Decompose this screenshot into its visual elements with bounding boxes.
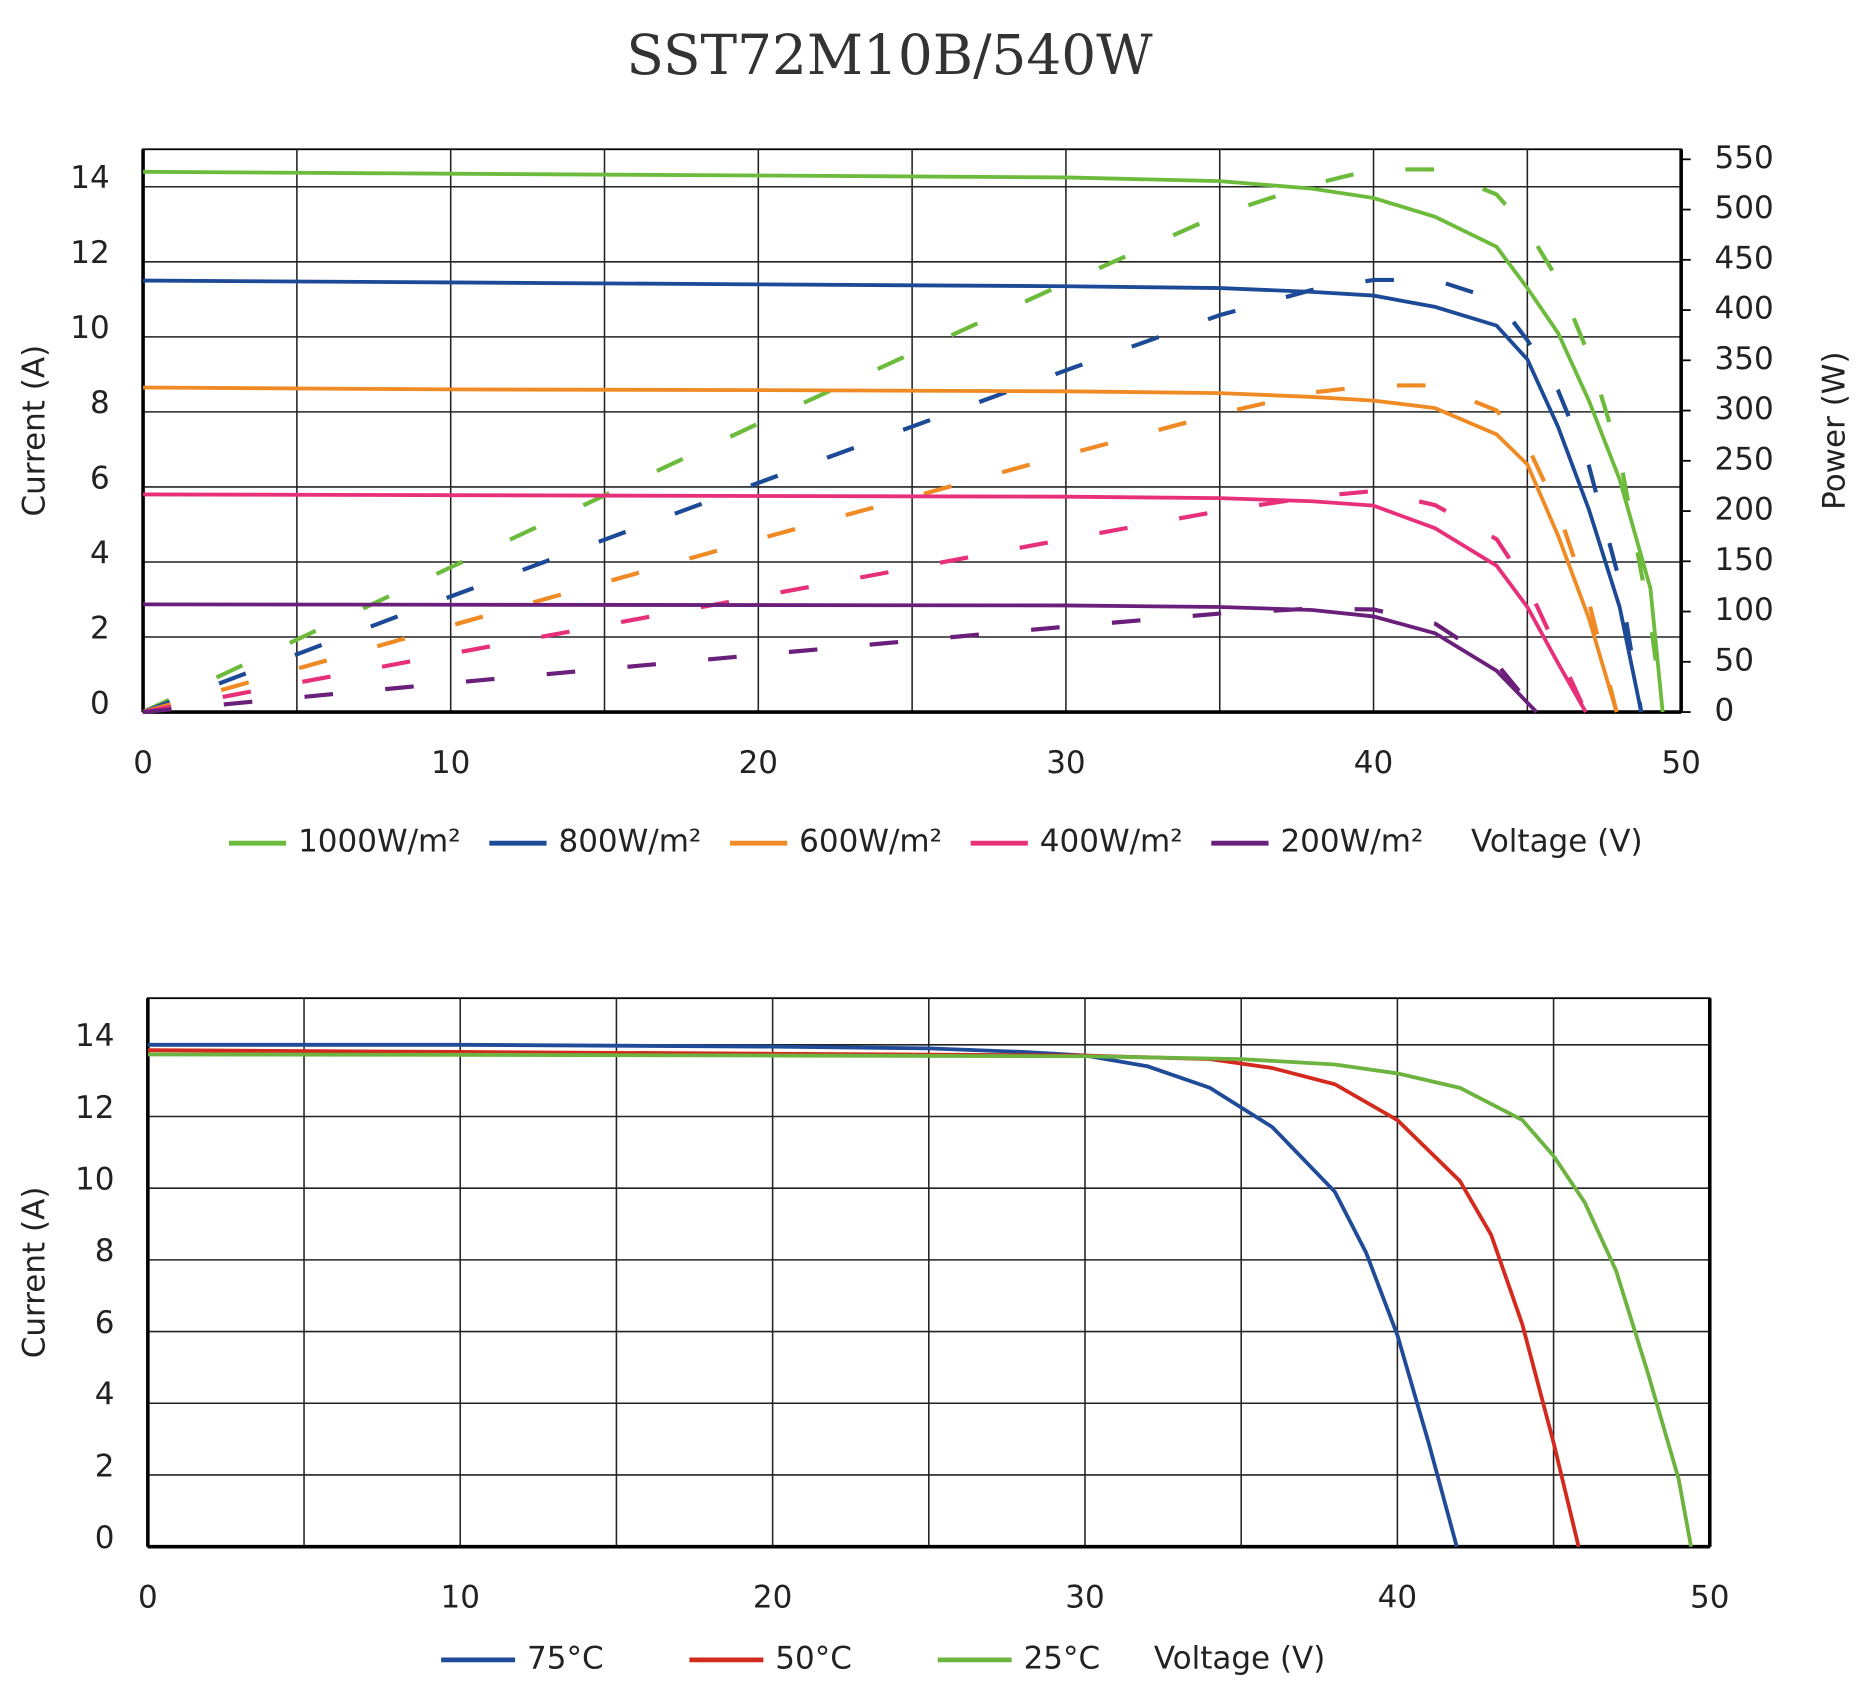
y-tick-label: 6: [90, 460, 110, 496]
y2-tick-label: 300: [1715, 391, 1774, 427]
y-tick-label: 10: [70, 310, 109, 346]
y-tick-label: 12: [75, 1090, 114, 1126]
legend-label: 75°C: [527, 1640, 604, 1676]
legend-label: 25°C: [1024, 1640, 1101, 1676]
y2-tick-label: 250: [1715, 441, 1774, 477]
y-tick-label: 10: [75, 1162, 114, 1198]
legend-label: 1000W/m²: [298, 824, 461, 860]
legend-label: 200W/m²: [1280, 824, 1423, 860]
y2-tick-label: 100: [1715, 592, 1774, 628]
y-axis-label: Current (A): [16, 1187, 52, 1359]
legend-label: 50°C: [775, 1640, 852, 1676]
iv-curve: [147, 1052, 1693, 1547]
iv-curve: [143, 492, 1588, 713]
x-tick-label: 20: [739, 745, 778, 781]
y-tick-label: 0: [90, 685, 110, 721]
x-tick-label: 0: [133, 745, 153, 781]
x-axis-label: Voltage (V): [1471, 824, 1643, 860]
y2-axis-label: Power (W): [1817, 351, 1853, 509]
iv-curve: [143, 278, 1644, 713]
legend-label: 600W/m²: [799, 824, 942, 860]
x-axis-label: Voltage (V): [1154, 1640, 1326, 1676]
y2-tick-label: 350: [1715, 341, 1774, 377]
y2-tick-label: 0: [1715, 693, 1735, 729]
iv-curve: [143, 385, 1619, 713]
legend-label: 800W/m²: [558, 824, 701, 860]
y-tick-label: 12: [70, 235, 109, 271]
y-tick-label: 0: [95, 1520, 115, 1556]
y2-tick-label: 550: [1715, 140, 1774, 176]
y-tick-label: 6: [95, 1305, 115, 1341]
y-tick-label: 8: [95, 1233, 115, 1269]
x-tick-label: 0: [138, 1580, 158, 1616]
iv-curve: [143, 169, 1665, 713]
y2-tick-label: 200: [1715, 492, 1774, 528]
iv-curve: [143, 602, 1538, 714]
y-tick-label: 4: [95, 1377, 115, 1413]
x-tick-label: 30: [1065, 1580, 1104, 1616]
y-tick-label: 14: [75, 1018, 114, 1054]
y-tick-label: 4: [90, 535, 110, 571]
y2-tick-label: 400: [1715, 291, 1774, 327]
y-tick-label: 14: [70, 160, 109, 196]
x-tick-label: 50: [1661, 745, 1700, 781]
x-tick-label: 20: [753, 1580, 792, 1616]
legend-label: 400W/m²: [1040, 824, 1183, 860]
x-tick-label: 40: [1354, 745, 1393, 781]
iv-curve: [147, 1042, 1459, 1548]
y2-tick-label: 150: [1715, 542, 1774, 578]
y-axis-label: Current (A): [16, 345, 52, 517]
y-tick-label: 2: [95, 1448, 115, 1484]
x-tick-label: 30: [1046, 745, 1085, 781]
y2-tick-label: 500: [1715, 190, 1774, 226]
y-tick-label: 2: [90, 610, 110, 646]
chart-title: SST72M10B/540W: [626, 23, 1153, 87]
x-tick-label: 10: [431, 745, 470, 781]
y2-tick-label: 450: [1715, 240, 1774, 276]
y2-tick-label: 50: [1715, 642, 1754, 678]
x-tick-label: 10: [441, 1580, 480, 1616]
y-tick-label: 8: [90, 385, 110, 421]
x-tick-label: 40: [1378, 1580, 1417, 1616]
x-tick-label: 50: [1690, 1580, 1729, 1616]
